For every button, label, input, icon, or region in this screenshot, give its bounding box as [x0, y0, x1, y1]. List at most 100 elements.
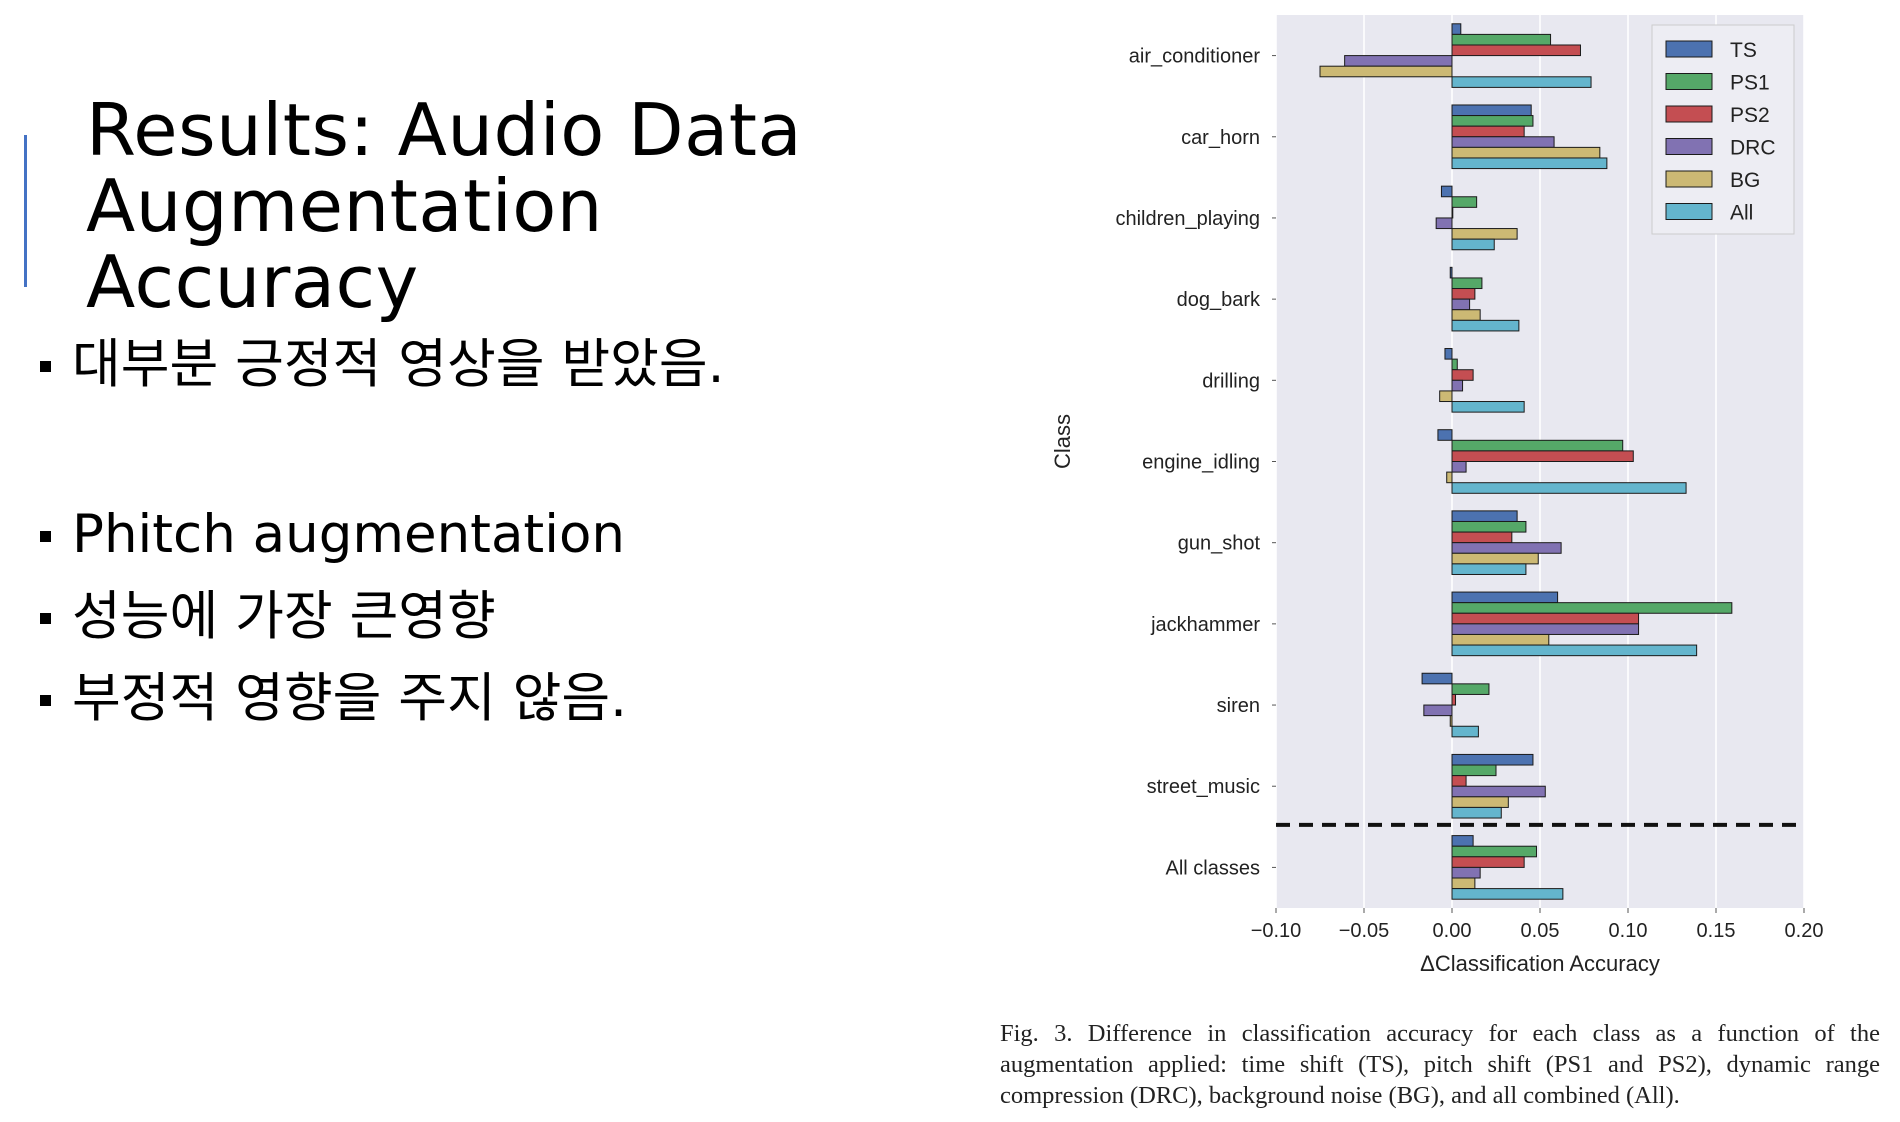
bar — [1451, 288, 1476, 300]
bar — [1451, 309, 1481, 321]
bar-chart: air_conditioner car_horn children_playingd… — [1050, 15, 1823, 976]
bar — [1451, 196, 1478, 208]
y-tick-label: street_music — [1147, 776, 1260, 798]
legend-label: PS2 — [1730, 104, 1770, 127]
legend-label: DRC — [1730, 137, 1776, 160]
bar — [1437, 429, 1453, 441]
bar — [1451, 877, 1476, 890]
bullet-marker — [40, 613, 51, 624]
bar — [1451, 866, 1481, 879]
y-tick-label: car_horn — [1181, 127, 1260, 149]
x-tick-label: 0.00 — [1433, 920, 1472, 942]
bar — [1451, 510, 1518, 522]
bullet-item: Phitch augmentation — [34, 505, 894, 565]
bar — [1451, 450, 1634, 462]
y-tick-label: dog_bark — [1177, 289, 1261, 311]
bar — [1451, 298, 1471, 311]
bar — [1451, 44, 1581, 57]
bullet-item: 부정적 영향을 주지 않음. — [34, 669, 894, 729]
bar — [1451, 753, 1534, 766]
x-tick-label: 0.05 — [1521, 920, 1560, 942]
bar — [1449, 266, 1453, 279]
legend-swatch — [1665, 105, 1713, 123]
figure-caption: Fig. 3. Difference in classification acc… — [1000, 1020, 1880, 1109]
bar — [1451, 104, 1532, 117]
bar — [1440, 185, 1453, 198]
bar — [1451, 115, 1534, 127]
y-tick-label: gun_shot — [1178, 533, 1261, 555]
bar — [1451, 439, 1624, 452]
x-tick-label: 0.10 — [1609, 920, 1648, 942]
bullet-list: 대부분 긍정적 영상을 받았음. Phitch augmentation 성능에… — [34, 335, 894, 729]
bar — [1451, 136, 1555, 148]
bar — [1451, 157, 1608, 170]
bar — [1451, 319, 1520, 332]
bar — [1451, 644, 1698, 657]
bar — [1439, 390, 1453, 403]
bar — [1444, 348, 1453, 360]
bar — [1449, 715, 1453, 727]
x-tick-label: 0.15 — [1697, 920, 1736, 942]
bullet-text: Phitch augmentation — [72, 504, 625, 565]
bar — [1451, 23, 1462, 35]
bar — [1451, 725, 1479, 738]
bar — [1451, 612, 1640, 625]
bar — [1451, 563, 1527, 575]
bar — [1423, 704, 1453, 717]
y-tick-label: air_conditioner — [1129, 46, 1261, 68]
bar — [1451, 796, 1509, 808]
bullet-item: 성능에 가장 큰영향 — [34, 587, 894, 647]
bar — [1451, 785, 1546, 798]
bar — [1451, 238, 1495, 251]
bullet-marker — [40, 531, 51, 542]
bar — [1451, 461, 1467, 473]
bar — [1451, 683, 1490, 695]
bar — [1451, 856, 1525, 868]
bar — [1451, 775, 1467, 787]
bar — [1451, 520, 1527, 533]
bar — [1451, 888, 1564, 900]
x-tick-label: −0.10 — [1251, 920, 1302, 942]
x-axis-label: ΔClassification Accuracy — [1420, 951, 1660, 976]
bar — [1446, 471, 1453, 484]
title-accent-bar — [24, 135, 27, 287]
y-tick-label: siren — [1217, 695, 1260, 717]
bar — [1344, 55, 1453, 67]
legend-label: All — [1730, 202, 1753, 225]
bullet-text: 성능에 가장 큰영향 — [72, 586, 496, 647]
bar — [1451, 76, 1592, 88]
legend-swatch — [1665, 40, 1713, 58]
bar — [1451, 602, 1733, 614]
bar — [1451, 623, 1640, 635]
slide-title: Results: Audio Data Augmentation Accurac… — [86, 88, 803, 324]
bullet-text: 부정적 영향을 주지 않음. — [72, 668, 627, 729]
bullet-marker — [40, 695, 51, 706]
y-tick-label: engine_idling — [1142, 452, 1260, 474]
y-tick-label: drilling — [1202, 370, 1260, 392]
bar — [1451, 482, 1687, 494]
bullet-text: 대부분 긍정적 영상을 받았음. — [72, 334, 725, 395]
bar — [1451, 531, 1513, 544]
legend-swatch — [1665, 73, 1713, 90]
bar — [1451, 358, 1458, 371]
legend-swatch — [1665, 170, 1713, 188]
bar — [1451, 401, 1525, 413]
bar — [1451, 206, 1454, 219]
legend-label: TS — [1730, 39, 1757, 62]
bar — [1451, 693, 1457, 706]
legend-swatch — [1665, 203, 1713, 220]
y-tick-label: jackhammer — [1150, 614, 1260, 636]
bar — [1451, 369, 1474, 381]
legend-label: PS1 — [1730, 72, 1770, 95]
bar — [1451, 33, 1552, 46]
bar — [1451, 764, 1497, 777]
y-tick-label: All classes — [1166, 857, 1260, 879]
bar — [1451, 228, 1518, 240]
bar — [1451, 125, 1525, 138]
bar — [1451, 591, 1559, 604]
legend-box — [1651, 24, 1795, 235]
bar — [1435, 217, 1453, 230]
legend-label: BG — [1730, 169, 1760, 192]
bar — [1319, 65, 1453, 78]
bar — [1451, 146, 1601, 159]
